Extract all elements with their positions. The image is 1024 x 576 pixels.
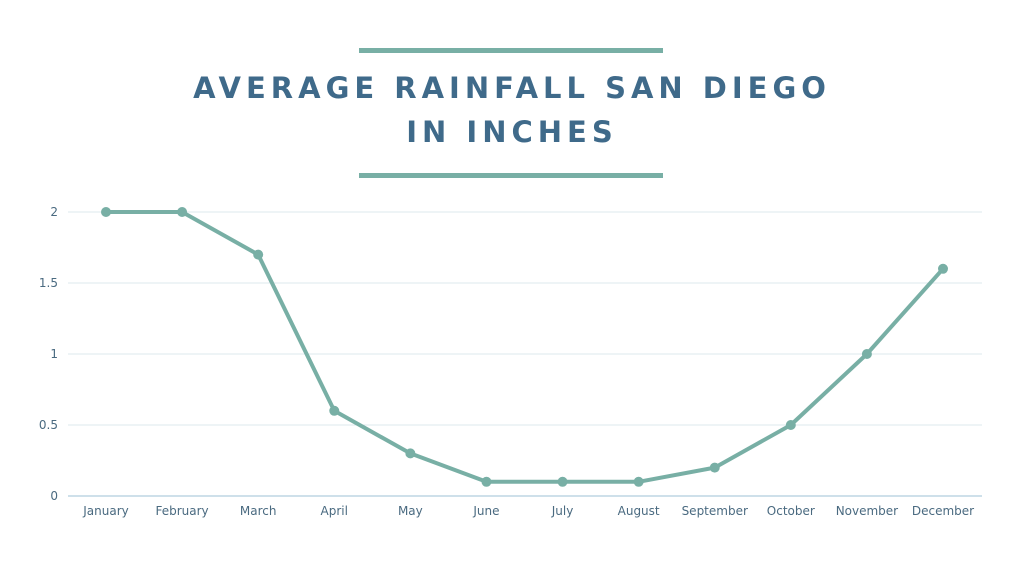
x-tick-label: January xyxy=(82,504,129,518)
title-rule-bottom xyxy=(359,173,663,178)
data-point xyxy=(633,476,644,487)
x-tick-label: November xyxy=(836,504,898,518)
data-point xyxy=(557,476,568,487)
y-tick-label: 2 xyxy=(50,205,58,219)
y-tick-label: 1.5 xyxy=(39,276,58,290)
x-tick-label: June xyxy=(472,504,499,518)
y-tick-label: 0.5 xyxy=(39,418,58,432)
y-tick-label: 1 xyxy=(50,347,58,361)
data-point xyxy=(938,263,948,274)
chart-title-line1: AVERAGE RAINFALL SAN DIEGO xyxy=(193,71,831,105)
y-tick-label: 0 xyxy=(50,489,58,503)
x-tick-label: December xyxy=(912,504,974,518)
data-point xyxy=(101,207,111,217)
x-tick-label: March xyxy=(240,504,277,518)
data-point xyxy=(329,405,340,416)
data-point xyxy=(253,249,264,260)
data-point xyxy=(709,462,720,473)
x-tick-label: April xyxy=(321,504,348,518)
x-tick-label: July xyxy=(551,504,574,518)
x-tick-label: September xyxy=(682,504,748,518)
data-point xyxy=(785,420,796,430)
data-point xyxy=(861,349,872,359)
x-tick-label: August xyxy=(618,504,660,518)
x-tick-label: October xyxy=(767,504,815,518)
series-line xyxy=(104,210,945,484)
data-point xyxy=(177,207,188,217)
data-point xyxy=(481,476,492,487)
x-tick-label: February xyxy=(155,504,208,518)
x-tick-label: May xyxy=(398,504,423,518)
chart-title-line2: IN INCHES xyxy=(406,115,618,149)
title-rule-top xyxy=(359,48,663,53)
data-point xyxy=(405,448,416,459)
